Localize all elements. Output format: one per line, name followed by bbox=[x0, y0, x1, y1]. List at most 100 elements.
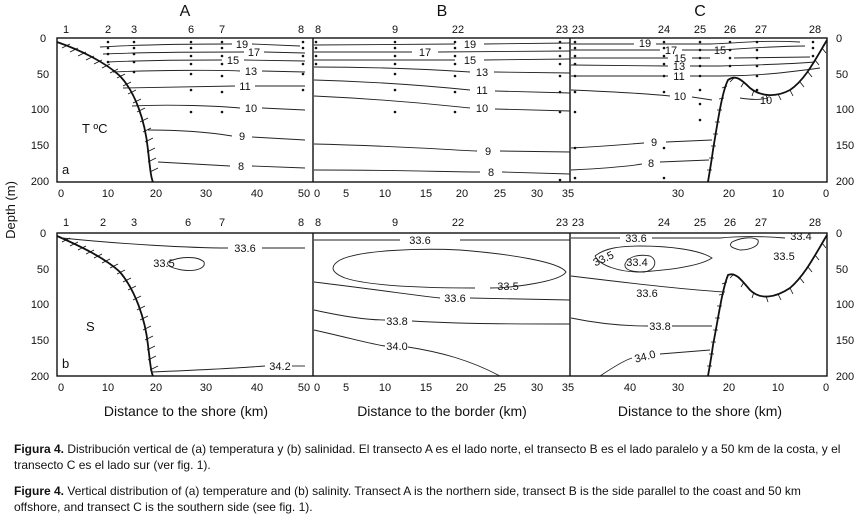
x-tick-label: 0 bbox=[314, 382, 320, 394]
station-label: 9 bbox=[392, 217, 398, 229]
figure-4: A B C 1 2 3 6 7 8 8 9 22 23 23 24 25 26 … bbox=[3, 3, 854, 419]
depth-tick-label: 200 bbox=[836, 371, 854, 383]
caption-spanish-text: Distribución vertical de (a) temperatura… bbox=[14, 442, 841, 472]
depth-tick-label: 0 bbox=[836, 228, 842, 240]
x-tick-label: 30 bbox=[531, 188, 543, 200]
station-label: 27 bbox=[755, 24, 767, 36]
contour-label: 33.6 bbox=[625, 233, 646, 245]
depth-tick-label: 50 bbox=[37, 264, 49, 276]
depth-tick-label: 150 bbox=[836, 140, 854, 152]
depth-tick-label: 100 bbox=[31, 104, 49, 116]
contour-label: 33.6 bbox=[636, 288, 657, 300]
x-tick-label: 10 bbox=[772, 188, 784, 200]
contour-label: 33.5 bbox=[591, 249, 615, 269]
station-label: 26 bbox=[724, 24, 736, 36]
contour-label: 11 bbox=[673, 71, 684, 83]
contour-label: 33.4 bbox=[790, 231, 811, 243]
contour-label: 8 bbox=[238, 161, 244, 173]
contour-label: 9 bbox=[651, 137, 657, 149]
depth-tick-label: 200 bbox=[31, 371, 49, 383]
depth-tick-label: 150 bbox=[31, 335, 49, 347]
x-axis-label-b: Distance to the border (km) bbox=[357, 403, 527, 419]
contour-label: 17 bbox=[248, 47, 260, 59]
contour-label: 19 bbox=[639, 38, 651, 50]
station-label: 8 bbox=[298, 217, 304, 229]
panel-b-letter: b bbox=[62, 356, 69, 371]
x-tick-label: 25 bbox=[494, 188, 506, 200]
station-label: 23 bbox=[572, 217, 584, 229]
contour-label: 9 bbox=[485, 146, 491, 158]
panel-a-temperature-frame bbox=[56, 37, 828, 183]
x-tick-label: 35 bbox=[562, 382, 574, 394]
station-label: 8 bbox=[298, 24, 304, 36]
y-axis-label: Depth (m) bbox=[3, 181, 18, 239]
x-tick-label: 20 bbox=[456, 188, 468, 200]
contour-label: 33.6 bbox=[234, 243, 255, 255]
panel-a-letter: a bbox=[62, 162, 70, 177]
x-tick-label: 0 bbox=[823, 382, 829, 394]
station-label: 25 bbox=[694, 24, 706, 36]
contour-label: 13 bbox=[245, 66, 257, 78]
x-tick-label: 25 bbox=[494, 382, 506, 394]
depth-tick-label: 150 bbox=[836, 335, 854, 347]
x-tick-label: 20 bbox=[456, 382, 468, 394]
salinity-contours bbox=[61, 236, 786, 377]
temperature-contours bbox=[99, 40, 821, 175]
station-label: 1 bbox=[63, 217, 69, 229]
depth-tick-label: 0 bbox=[40, 228, 46, 240]
x-tick-label: 20 bbox=[150, 188, 162, 200]
caption-english-label: Figure 4. bbox=[14, 484, 65, 498]
station-label: 22 bbox=[452, 217, 464, 229]
x-tick-label: 20 bbox=[723, 188, 735, 200]
x-axis-label-c: Distance to the shore (km) bbox=[618, 403, 782, 419]
contour-label: 17 bbox=[665, 45, 677, 57]
x-tick-label: 15 bbox=[420, 188, 432, 200]
station-label: 28 bbox=[809, 217, 821, 229]
depth-tick-label: 200 bbox=[31, 176, 49, 188]
column-letter-c: C bbox=[694, 3, 706, 20]
station-label: 23 bbox=[572, 24, 584, 36]
contour-label: 10 bbox=[245, 103, 257, 115]
contour-label: 10 bbox=[476, 103, 488, 115]
x-tick-label: 30 bbox=[672, 188, 684, 200]
contour-label: 33.5 bbox=[153, 258, 174, 270]
depth-tick-label: 0 bbox=[836, 33, 842, 45]
panel-a-variable: T ºC bbox=[82, 121, 107, 136]
station-label: 24 bbox=[658, 217, 670, 229]
contour-label: 15 bbox=[227, 55, 239, 67]
x-tick-label: 10 bbox=[102, 382, 114, 394]
station-label: 8 bbox=[315, 24, 321, 36]
depth-tick-label: 100 bbox=[836, 104, 854, 116]
depth-tick-label: 0 bbox=[40, 33, 46, 45]
contour-label: 15 bbox=[714, 45, 726, 57]
contour-label: 33.5 bbox=[773, 251, 794, 263]
x-tick-label: 10 bbox=[379, 188, 391, 200]
station-label: 22 bbox=[452, 24, 464, 36]
x-tick-label: 5 bbox=[343, 382, 349, 394]
x-tick-label: 50 bbox=[298, 188, 310, 200]
caption-english-text: Vertical distribution of (a) temperature… bbox=[14, 484, 801, 514]
column-letter-a: A bbox=[180, 3, 191, 20]
station-label: 2 bbox=[100, 217, 106, 229]
station-label: 27 bbox=[755, 217, 767, 229]
station-label: 3 bbox=[131, 24, 137, 36]
x-tick-label: 30 bbox=[200, 382, 212, 394]
contour-label: 33.6 bbox=[409, 235, 430, 247]
contour-label: 34.2 bbox=[269, 361, 290, 373]
caption-english: Figure 4. Vertical distribution of (a) t… bbox=[14, 484, 849, 515]
depth-tick-label: 50 bbox=[836, 69, 848, 81]
x-tick-label: 30 bbox=[672, 382, 684, 394]
x-tick-label: 50 bbox=[298, 382, 310, 394]
station-label: 7 bbox=[219, 217, 225, 229]
x-tick-label: 0 bbox=[58, 382, 64, 394]
x-tick-label: 5 bbox=[343, 188, 349, 200]
x-tick-label: 20 bbox=[723, 382, 735, 394]
x-tick-label: 40 bbox=[251, 382, 263, 394]
contour-label: 33.6 bbox=[444, 293, 465, 305]
x-tick-label: 15 bbox=[420, 382, 432, 394]
contour-label: 9 bbox=[239, 131, 245, 143]
x-tick-label: 10 bbox=[772, 382, 784, 394]
contour-label: 11 bbox=[476, 85, 487, 97]
contour-label: 19 bbox=[464, 39, 476, 51]
station-label: 2 bbox=[105, 24, 111, 36]
